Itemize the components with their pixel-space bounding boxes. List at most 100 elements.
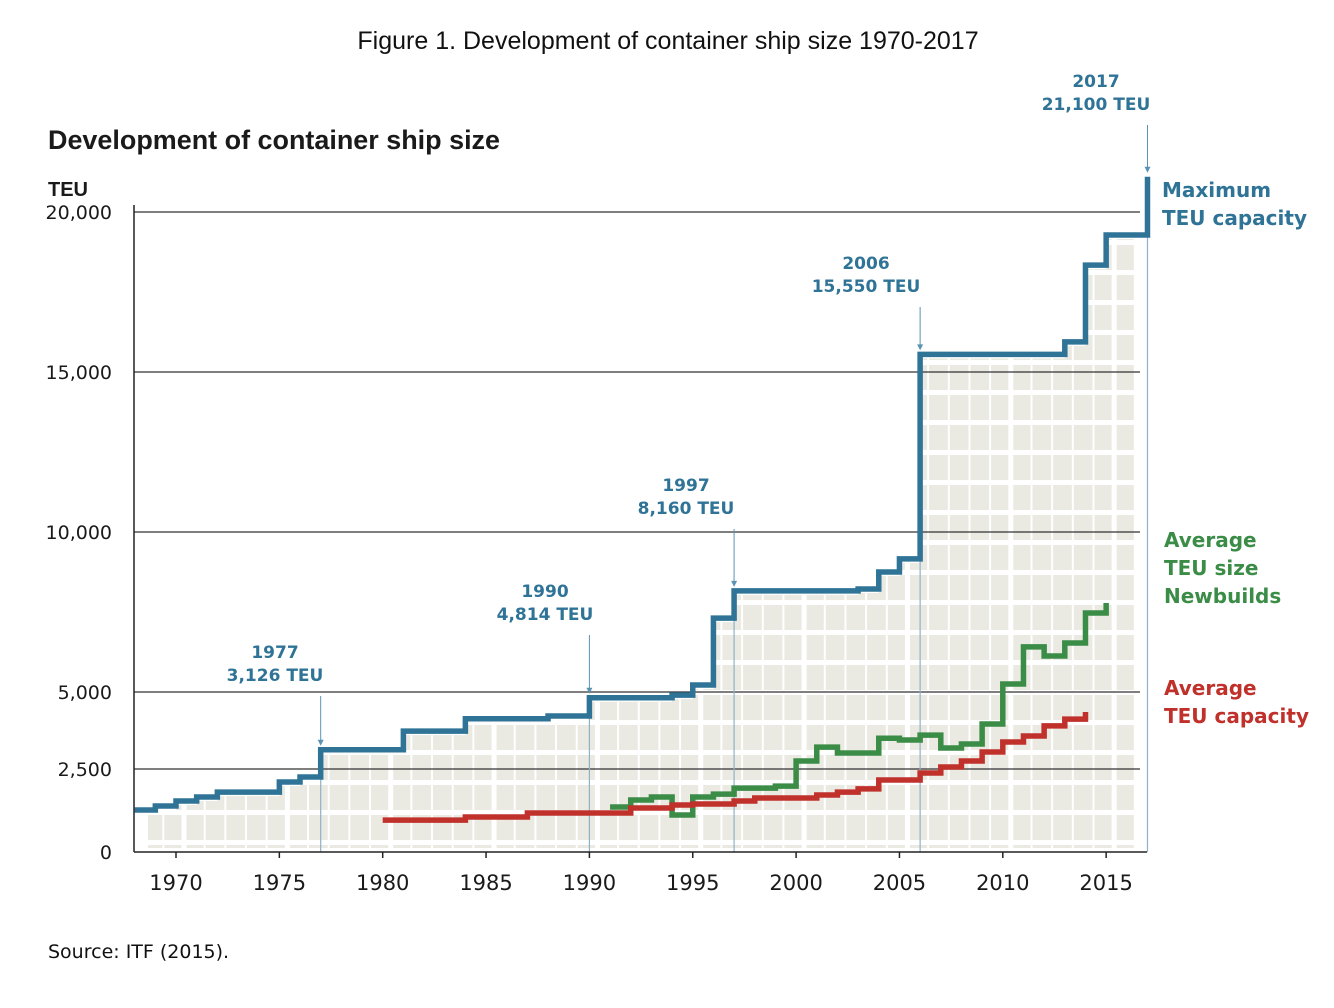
- x-tick-label: 1985: [459, 871, 512, 895]
- shade-grid-vline: [761, 239, 764, 849]
- shade-grid-vline: [388, 239, 394, 849]
- shade-grid-vline: [491, 239, 497, 849]
- shade-grid-vline: [142, 200, 144, 860]
- shade-grid-vline: [555, 239, 558, 849]
- shade-grid-hline: [148, 570, 1134, 575]
- annotation-value: 8,160 TEU: [638, 499, 735, 519]
- shade-grid-vline: [369, 239, 372, 849]
- shade-grid-hline: [148, 720, 1134, 725]
- shade-grid-hline: [148, 420, 1134, 425]
- axes: 1970 1975 1980 1985 1990 1995 2000 2005 2010 2015: [133, 205, 1147, 895]
- x-tick-label: 1975: [253, 871, 306, 895]
- shade-grid-vline: [679, 239, 682, 849]
- shaded-area: [142, 200, 1156, 860]
- shade-grid-vline: [265, 239, 268, 849]
- shade-grid-vline: [658, 239, 661, 849]
- shade-grid-hline: [148, 480, 1134, 485]
- shade-grid-vline: [307, 239, 310, 849]
- gridlines: 0 2,500 5,000 10,000 15,000 20,000: [46, 202, 1140, 864]
- annotation-arrowhead: [917, 344, 924, 351]
- shade-grid-hline: [148, 780, 1134, 785]
- shade-grid-vline: [782, 239, 785, 849]
- x-tick-label: 1970: [149, 871, 202, 895]
- shade-grid-vline: [410, 239, 413, 849]
- legend-label-2: Average: [1164, 676, 1257, 700]
- y-tick-label: 0: [100, 842, 112, 864]
- shade-grid-vline: [823, 239, 826, 849]
- shade-grid-vline: [865, 239, 868, 849]
- legend-label-1: TEU size: [1164, 556, 1258, 580]
- legend-label-0: Maximum: [1162, 178, 1271, 202]
- shade-grid-vline: [181, 239, 187, 849]
- annotation-value: 4,814 TEU: [497, 605, 594, 625]
- x-tick-label: 1995: [666, 871, 719, 895]
- series-line-1: [610, 603, 1109, 818]
- shade-grid-vline: [348, 239, 351, 849]
- shade-grid-hline: [148, 330, 1134, 335]
- shade-grid-hline: [148, 270, 1134, 275]
- shade-grid-vline: [885, 239, 888, 849]
- y-tick-label: 10,000: [46, 522, 112, 544]
- annotation-arrowhead: [731, 580, 738, 587]
- x-tick-label: 2015: [1079, 871, 1132, 895]
- shade-grid-hline: [148, 390, 1134, 395]
- shade-grid-hline: [148, 600, 1134, 605]
- shade-grid-vline: [1111, 239, 1117, 849]
- shade-grid-vline: [989, 239, 992, 849]
- shade-grid-vline: [1133, 239, 1134, 849]
- shade-grid-hline: [148, 750, 1134, 755]
- series-line-2: [382, 712, 1089, 823]
- x-tick-label: 2010: [976, 871, 1029, 895]
- annotation-year: 1977: [251, 643, 298, 663]
- legend-label-1: Newbuilds: [1164, 584, 1281, 608]
- shade-grid-vline: [513, 239, 516, 849]
- shade-grid-vline: [431, 239, 434, 849]
- series-line-0: [134, 176, 1151, 813]
- x-tick-label: 1990: [563, 871, 616, 895]
- annotation-value: 15,550 TEU: [812, 277, 921, 297]
- shade-grid-vline: [594, 239, 600, 849]
- shade-grid-hline: [148, 450, 1134, 455]
- y-tick-label: 2,500: [58, 759, 112, 781]
- shade-grid-vline: [1051, 239, 1054, 849]
- y-axis-label: TEU: [48, 179, 88, 201]
- shade-grid-vline: [1030, 239, 1033, 849]
- shade-grid-vline: [472, 239, 475, 849]
- figure-caption: Figure 1. Development of container ship …: [357, 27, 978, 55]
- annotation-value: 3,126 TEU: [227, 666, 324, 686]
- legend-label-1: Average: [1164, 528, 1257, 552]
- legend-label-0: TEU capacity: [1162, 206, 1307, 230]
- shade-grid-vline: [1154, 200, 1156, 860]
- shade-grid-vline: [720, 239, 723, 849]
- shade-grid-vline: [203, 239, 206, 849]
- shade-grid-vline: [741, 239, 744, 849]
- shade-grid-vline: [947, 239, 950, 849]
- shade-grid-vline: [534, 239, 537, 849]
- shade-grid-hline: [148, 360, 1134, 365]
- annotations: 1977 3,126 TEU 1990 4,814 TEU 1997 8,160 TEU 2…: [227, 72, 1151, 746]
- chart-title: Development of container ship size: [48, 125, 500, 155]
- y-tick-label: 20,000: [46, 202, 112, 224]
- x-tick-label: 1980: [356, 871, 409, 895]
- shade-grid-vline: [637, 239, 640, 849]
- annotation-year: 1990: [521, 582, 568, 602]
- annotation-year: 2017: [1072, 72, 1119, 92]
- shade-grid-vline: [927, 239, 930, 849]
- shade-grid-hline: [148, 540, 1134, 545]
- shade-grid-vline: [698, 239, 704, 849]
- shade-grid-vline: [284, 239, 290, 849]
- annotation-year: 2006: [842, 254, 889, 274]
- shade-grid-hline: [148, 840, 1134, 845]
- shade-grid-vline: [224, 239, 227, 849]
- shade-grid-vline: [1071, 239, 1074, 849]
- shade-grid-hline: [148, 630, 1134, 635]
- shade-grid-vline: [245, 239, 248, 849]
- shade-grid-vline: [904, 239, 910, 849]
- legend-label-2: TEU capacity: [1164, 704, 1309, 728]
- annotation-year: 1997: [662, 476, 709, 496]
- annotation-arrowhead: [1144, 166, 1151, 173]
- annotation-arrowhead: [586, 687, 593, 694]
- shade-grid-vline: [327, 239, 330, 849]
- x-tick-label: 2005: [873, 871, 926, 895]
- shade-grid-vline: [575, 239, 578, 849]
